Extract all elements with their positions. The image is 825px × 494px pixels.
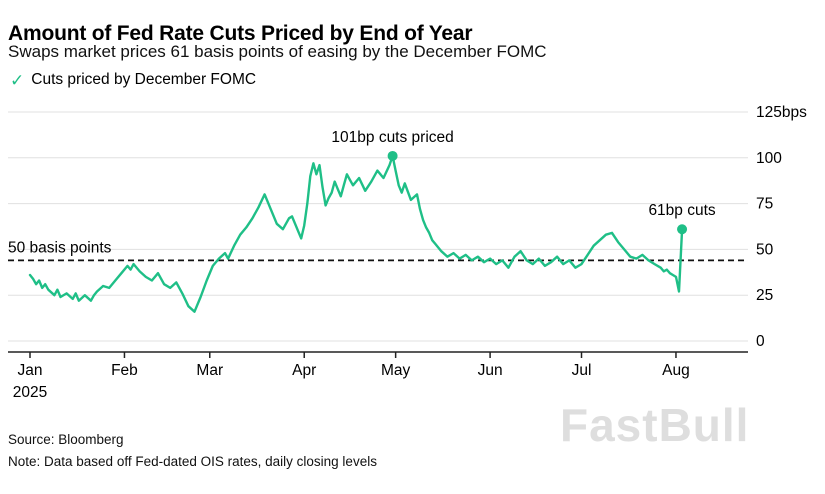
reference-line-label: 50 basis points bbox=[8, 239, 112, 256]
annotation-label: 101bp cuts priced bbox=[331, 129, 453, 146]
y-tick-label: 100 bbox=[756, 150, 782, 167]
note-text: Note: Data based off Fed-dated OIS rates… bbox=[8, 454, 377, 469]
watermark: FastBull bbox=[560, 399, 750, 451]
annotation-dot bbox=[387, 150, 398, 161]
x-tick-label: Jul bbox=[572, 362, 592, 379]
rate-cuts-line-chart: 0 25 50 75 100 125bps Jan 2025 Feb Mar Apr May Jun Ju… bbox=[8, 104, 807, 401]
page-subtitle: Swaps market prices 61 basis points of e… bbox=[8, 42, 547, 61]
y-tick-label: 25 bbox=[756, 287, 773, 304]
source-text: Source: Bloomberg bbox=[8, 432, 124, 447]
x-axis-year-label: 2025 bbox=[13, 384, 47, 401]
legend-label: Cuts priced by December FOMC bbox=[31, 71, 257, 88]
x-tick-label: Jan bbox=[18, 362, 43, 379]
x-tick-label: Feb bbox=[111, 362, 138, 379]
y-tick-label: 125bps bbox=[756, 104, 807, 121]
legend: ✓ Cuts priced by December FOMC bbox=[10, 71, 256, 89]
x-tick-label: May bbox=[381, 362, 411, 379]
annotation-dot bbox=[677, 224, 688, 235]
x-tick-label: Jun bbox=[478, 362, 503, 379]
page-title: Amount of Fed Rate Cuts Priced by End of… bbox=[8, 22, 473, 46]
chart-line bbox=[28, 154, 684, 313]
y-tick-label: 75 bbox=[756, 196, 773, 213]
legend-check-icon: ✓ bbox=[10, 70, 25, 90]
x-tick-label: Apr bbox=[292, 362, 316, 379]
y-tick-label: 0 bbox=[756, 333, 765, 350]
annotation-label: 61bp cuts bbox=[648, 202, 715, 219]
x-tick-label: Aug bbox=[662, 362, 690, 379]
y-tick-label: 50 bbox=[756, 241, 774, 258]
x-tick-label: Mar bbox=[196, 362, 223, 379]
